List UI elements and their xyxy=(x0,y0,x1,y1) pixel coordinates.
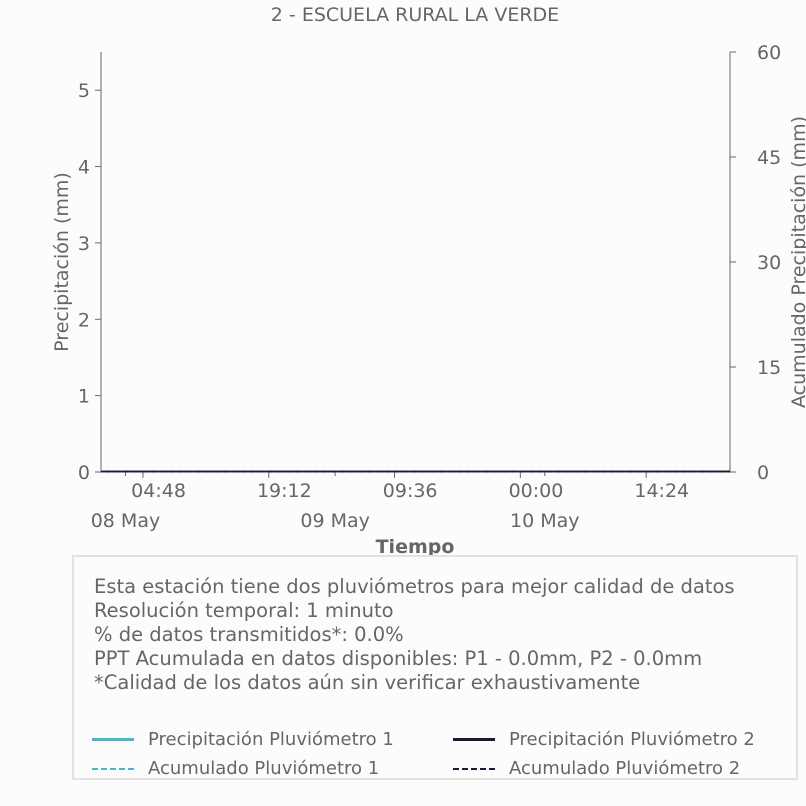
y2-tick-label: 0 xyxy=(757,462,769,484)
y2-tick-label: 60 xyxy=(757,42,781,64)
legend-item-acc2: Acumulado Pluviómetro 2 xyxy=(453,758,740,779)
legend-swatch-acc2 xyxy=(453,767,495,770)
legend-swatch-p2 xyxy=(453,738,495,741)
y2-axis-label: Acumulado Precipitación (mm) xyxy=(788,116,806,408)
x-date-label: 10 May xyxy=(510,510,580,532)
x-tick-label: 09:36 xyxy=(383,480,438,502)
y-tick-label: 2 xyxy=(78,309,90,331)
y2-tick-label: 15 xyxy=(757,357,781,379)
y2-tick-label: 30 xyxy=(757,252,781,274)
y-tick-label: 5 xyxy=(78,80,90,102)
y-axis-label: Precipitación (mm) xyxy=(51,172,73,352)
legend-swatch-p1 xyxy=(92,738,134,741)
info-box: Esta estación tiene dos pluviómetros par… xyxy=(72,555,798,780)
legend-item-p2: Precipitación Pluviómetro 2 xyxy=(453,729,755,750)
legend-swatch-acc1 xyxy=(92,767,134,770)
y-tick-label: 4 xyxy=(78,157,90,179)
info-line-accumulated: PPT Acumulada en datos disponibles: P1 -… xyxy=(94,647,703,670)
x-date-label: 08 May xyxy=(91,510,161,532)
x-tick-label: 14:24 xyxy=(634,480,689,502)
legend-label-acc2: Acumulado Pluviómetro 2 xyxy=(509,758,741,779)
y-tick-label: 0 xyxy=(78,462,90,484)
info-lines: Esta estación tiene dos pluviómetros par… xyxy=(94,575,735,695)
x-axis-label: Tiempo xyxy=(376,536,455,558)
legend-label-acc1: Acumulado Pluviómetro 1 xyxy=(148,758,380,779)
x-date-label: 09 May xyxy=(300,510,370,532)
info-line-quality-note: *Calidad de los datos aún sin verificar … xyxy=(94,671,641,694)
x-tick-label: 00:00 xyxy=(509,480,564,502)
legend-label-p2: Precipitación Pluviómetro 2 xyxy=(509,729,755,750)
info-line-stations: Esta estación tiene dos pluviómetros par… xyxy=(94,575,735,598)
legend-label-p1: Precipitación Pluviómetro 1 xyxy=(148,729,394,750)
y-tick-label: 3 xyxy=(78,233,90,255)
info-line-resolution: Resolución temporal: 1 minuto xyxy=(94,599,394,622)
y-tick-label: 1 xyxy=(78,386,90,408)
legend-item-acc1: Acumulado Pluviómetro 1 xyxy=(92,758,379,779)
y2-tick-label: 45 xyxy=(757,147,781,169)
legend-item-p1: Precipitación Pluviómetro 1 xyxy=(92,729,394,750)
x-tick-label: 19:12 xyxy=(257,480,312,502)
chart-title: 2 - ESCUELA RURAL LA VERDE xyxy=(271,4,559,26)
x-tick-label: 04:48 xyxy=(131,480,186,502)
info-line-transmitted: % de datos transmitidos*: 0.0% xyxy=(94,623,404,646)
